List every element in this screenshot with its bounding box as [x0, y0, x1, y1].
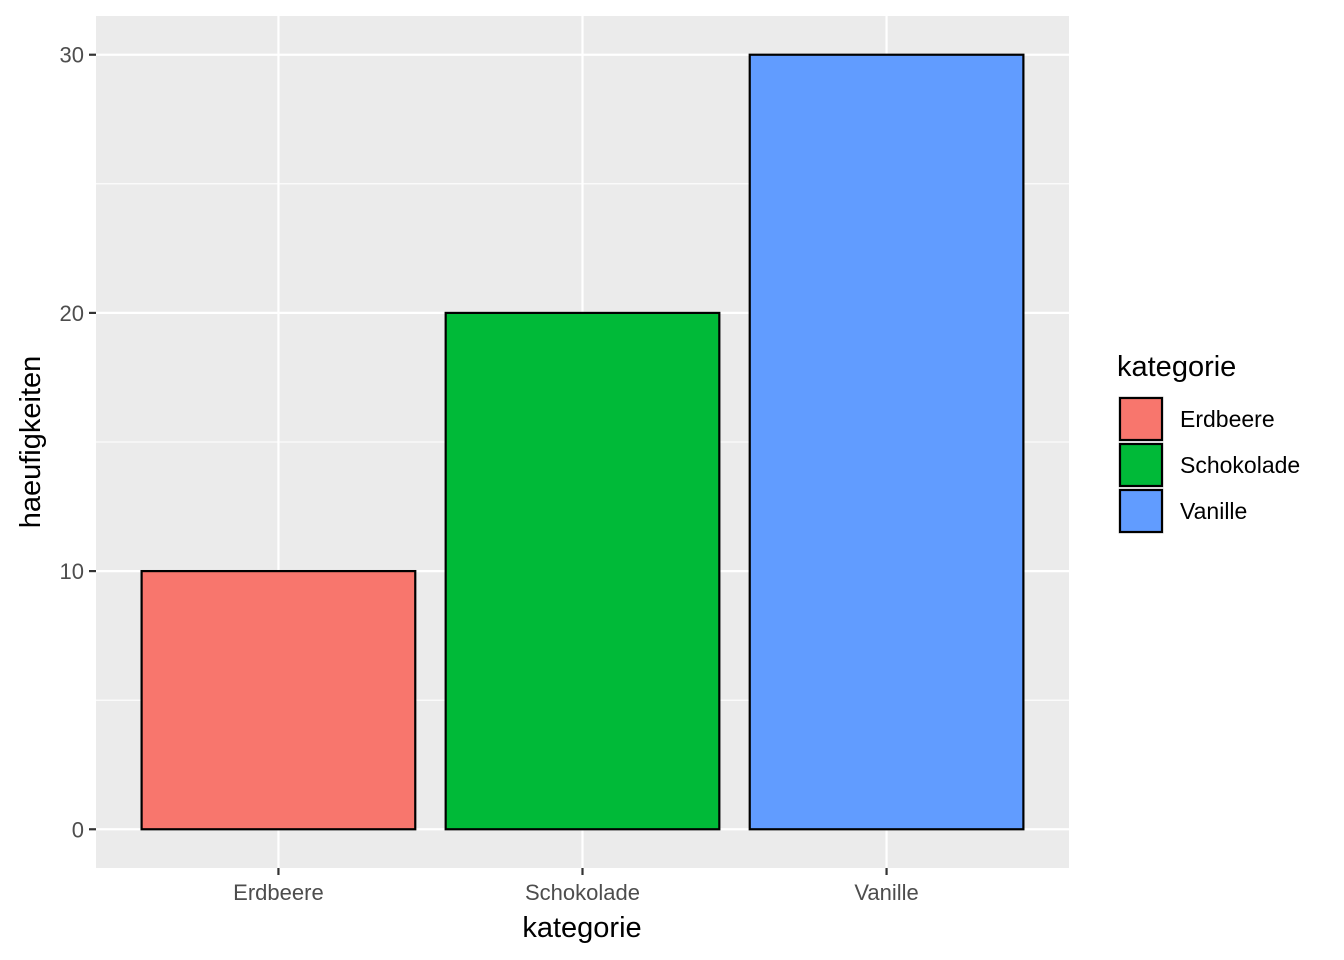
x-tick-label: Vanille — [854, 880, 918, 905]
y-tick-label: 20 — [60, 301, 84, 326]
y-tick-label: 10 — [60, 559, 84, 584]
legend-label: Schokolade — [1180, 452, 1300, 478]
y-axis: 0 10 20 30 — [60, 43, 96, 842]
bars — [140, 53, 1025, 831]
x-axis: Erdbeere Schokolade Vanille — [233, 868, 919, 905]
legend-swatch — [1118, 396, 1164, 442]
legend: kategorie Erdbeere Schokolade Vanille — [1117, 351, 1300, 534]
y-axis-title: haeufigkeiten — [15, 356, 47, 529]
legend-title: kategorie — [1117, 351, 1236, 383]
legend-swatch — [1118, 488, 1164, 534]
legend-swatch — [1118, 442, 1164, 488]
legend-label: Vanille — [1180, 498, 1247, 524]
x-tick-label: Schokolade — [525, 880, 640, 905]
bar-schokolade — [444, 311, 721, 831]
y-tick-label: 30 — [60, 43, 84, 68]
legend-label: Erdbeere — [1180, 406, 1275, 432]
x-tick-label: Erdbeere — [233, 880, 324, 905]
bar-erdbeere — [140, 569, 417, 831]
y-tick-label: 0 — [72, 817, 84, 842]
bar-vanille — [748, 53, 1025, 831]
x-axis-title: kategorie — [522, 912, 641, 944]
